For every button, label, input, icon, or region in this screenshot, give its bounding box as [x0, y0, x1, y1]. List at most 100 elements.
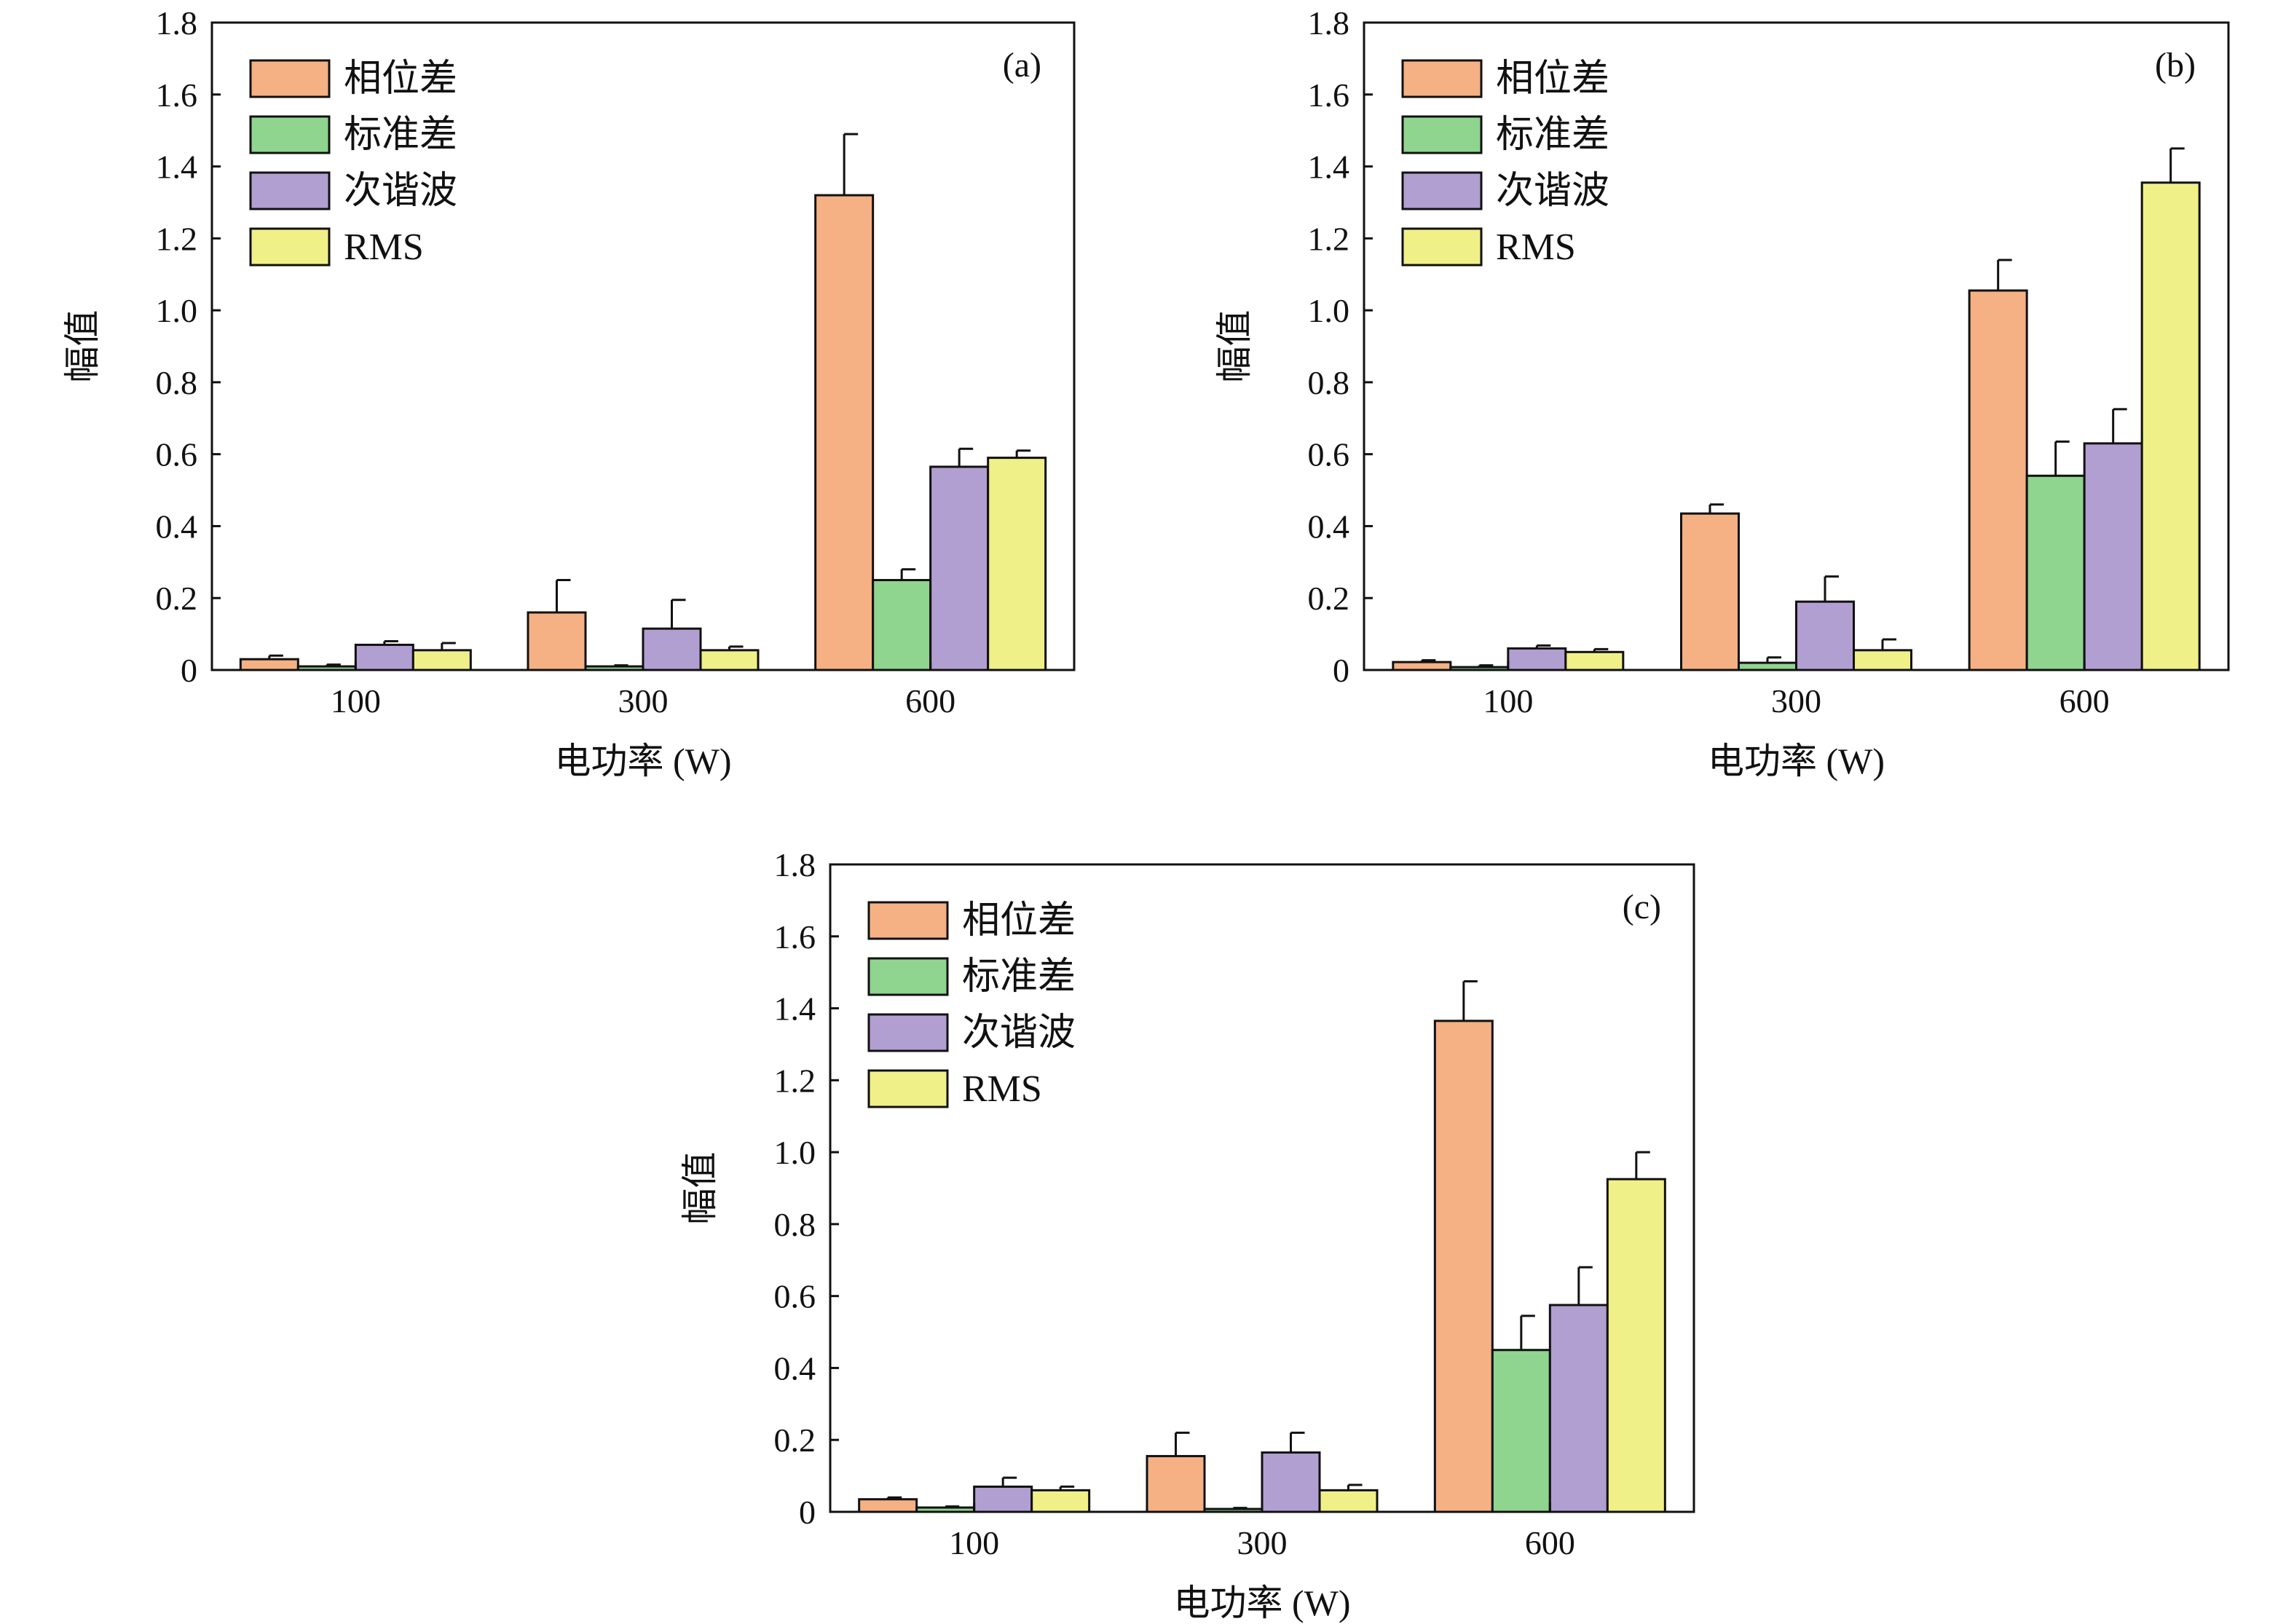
bar-600-series-0 [1433, 1020, 1494, 1513]
y-tick-label-0.8: 0.8 [156, 364, 198, 401]
legend-label-1: 标准差 [962, 956, 1076, 998]
bar-600-series-1 [2025, 474, 2086, 671]
legend-label-0: 相位差 [962, 900, 1076, 942]
y-tick-label-1.8: 1.8 [156, 4, 198, 42]
y-tick-label-1.6: 1.6 [774, 918, 816, 955]
legend-label-2: 次谐波 [344, 170, 457, 212]
y-tick-label-0: 0 [799, 1494, 816, 1531]
legend-label-2: 次谐波 [1496, 170, 1609, 212]
x-axis-title: 电功率 (W) [1174, 1582, 1351, 1623]
chart-panel-3: 100 300 600 0 0.2 0.4 0.6 0.8 1.0 1.2 1.4 1.6 1.8 电功率… [679, 846, 1695, 1623]
x-tick-label-300: 300 [618, 682, 669, 720]
legend-swatch-2 [867, 1013, 949, 1052]
legend-swatch-1 [1401, 115, 1483, 154]
legend-swatch-0 [1401, 59, 1483, 98]
legend-swatch-1 [867, 957, 949, 996]
y-tick-label-0.4: 0.4 [774, 1349, 816, 1387]
y-tick-label-1.4: 1.4 [774, 990, 816, 1028]
bar-300-series-0 [527, 611, 587, 671]
y-tick-label-1.8: 1.8 [774, 846, 816, 883]
bar-300-series-2 [1795, 600, 1855, 671]
legend-swatch-3 [1401, 227, 1483, 267]
bar-600-series-0 [814, 194, 875, 671]
bar-600-series-3 [2140, 181, 2201, 671]
bar-300-series-0 [1146, 1454, 1206, 1513]
bar-100-series-2 [354, 643, 414, 671]
bar-100-series-0 [1392, 661, 1452, 671]
bar-600-series-2 [929, 465, 990, 671]
bar-100-series-3 [1564, 650, 1625, 671]
y-axis-title: 幅值 [1214, 310, 1255, 383]
legend-label-3: RMS [344, 226, 424, 268]
y-tick-label-1.2: 1.2 [1308, 220, 1350, 257]
bar-600-series-2 [1548, 1304, 1609, 1513]
legend-swatch-0 [249, 59, 331, 98]
chart-panel-2: 100 300 600 0 0.2 0.4 0.6 0.8 1.0 1.2 1.4 1.6 1.8 电功率… [1214, 4, 2230, 781]
bar-100-series-0 [239, 658, 299, 671]
x-tick-label-300: 300 [1771, 682, 1821, 720]
y-tick-label-0.6: 0.6 [156, 436, 198, 473]
x-tick-label-600: 600 [1525, 1524, 1575, 1561]
plot-frame [210, 21, 1076, 671]
panel-label: (a) [1003, 46, 1041, 84]
bar-300-series-0 [1680, 512, 1740, 671]
bar-300-series-3 [1318, 1489, 1379, 1513]
x-tick-label-600: 600 [2060, 682, 2110, 720]
y-tick-label-1.8: 1.8 [1308, 4, 1350, 42]
y-tick-label-1.0: 1.0 [1308, 292, 1350, 329]
legend-swatch-2 [1401, 171, 1483, 210]
y-tick-label-0: 0 [181, 652, 197, 689]
x-axis-title: 电功率 (W) [555, 741, 732, 781]
bar-300-series-3 [699, 649, 760, 671]
bar-600-series-1 [872, 579, 932, 671]
legend-label-3: RMS [1496, 226, 1576, 268]
y-tick-label-1.4: 1.4 [1308, 149, 1350, 186]
y-tick-label-1.6: 1.6 [156, 76, 198, 114]
x-tick-label-100: 100 [1483, 682, 1533, 720]
y-axis-title: 幅值 [62, 310, 103, 383]
legend-label-3: RMS [962, 1068, 1042, 1110]
y-tick-label-0.6: 0.6 [774, 1278, 816, 1315]
legend-label-2: 次谐波 [962, 1012, 1076, 1054]
legend-label-1: 标准差 [344, 114, 457, 156]
y-tick-label-0.2: 0.2 [156, 580, 198, 617]
y-tick-label-0.8: 0.8 [774, 1206, 816, 1243]
bar-600-series-2 [2083, 442, 2143, 671]
bar-300-series-2 [1261, 1451, 1321, 1513]
legend-swatch-0 [867, 901, 949, 940]
plot-frame [1363, 21, 2230, 671]
legend-swatch-1 [249, 115, 331, 154]
bar-300-series-2 [642, 627, 702, 671]
bar-100-series-3 [1030, 1489, 1091, 1513]
bar-100-series-0 [858, 1498, 918, 1513]
y-tick-label-0.2: 0.2 [774, 1422, 816, 1459]
legend-label-1: 标准差 [1496, 114, 1609, 156]
bar-100-series-3 [411, 649, 472, 671]
bar-100-series-2 [1507, 647, 1567, 671]
plot-frame [829, 863, 1695, 1513]
legend-label-0: 相位差 [1496, 58, 1609, 100]
y-axis-title: 幅值 [679, 1152, 720, 1225]
x-tick-label-600: 600 [905, 682, 955, 720]
y-tick-label-1.6: 1.6 [1308, 76, 1350, 114]
legend-label-0: 相位差 [344, 58, 457, 100]
legend-swatch-2 [249, 171, 331, 210]
y-tick-label-1.0: 1.0 [774, 1134, 816, 1171]
y-tick-label-0: 0 [1333, 652, 1349, 689]
x-tick-label-100: 100 [949, 1524, 999, 1561]
y-tick-label-1.4: 1.4 [156, 149, 198, 186]
x-tick-label-300: 300 [1237, 1524, 1288, 1561]
bar-100-series-2 [973, 1485, 1033, 1513]
y-tick-label-0.4: 0.4 [1308, 508, 1350, 545]
y-tick-label-1.0: 1.0 [156, 292, 198, 329]
bar-600-series-3 [987, 457, 1047, 671]
chart-panel-1: 100 300 600 0 0.2 0.4 0.6 0.8 1.0 1.2 1.4 1.6 1.8 电功率… [62, 4, 1076, 781]
legend-swatch-3 [867, 1069, 949, 1108]
legend-swatch-3 [249, 227, 331, 267]
y-tick-label-1.2: 1.2 [156, 220, 198, 257]
x-axis-title: 电功率 (W) [1708, 741, 1885, 781]
y-tick-label-0.8: 0.8 [1308, 364, 1350, 401]
y-tick-label-0.6: 0.6 [1308, 436, 1350, 473]
